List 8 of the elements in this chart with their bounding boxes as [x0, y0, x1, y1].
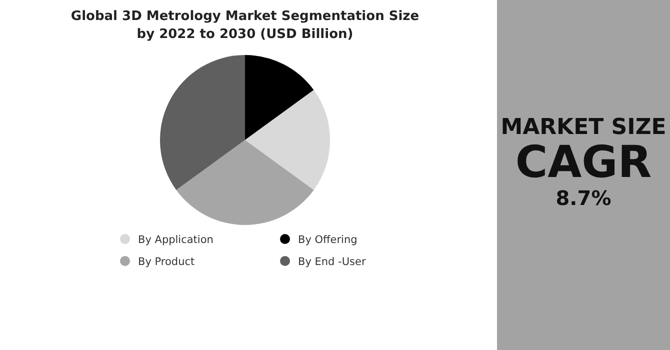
legend-label: By End -User: [297, 256, 367, 268]
legend-label: By Offering: [297, 234, 358, 246]
legend-label: By Application: [137, 234, 214, 246]
chart-title: Global 3D Metrology Market Segmentation Size by 2022 to 2030 (USD Billion): [70, 8, 420, 44]
text: MARKET SIZE: [500, 115, 668, 140]
text: 8.7%: [554, 186, 612, 210]
text: CAGR: [514, 137, 653, 188]
legend-label: By Product: [137, 256, 196, 268]
